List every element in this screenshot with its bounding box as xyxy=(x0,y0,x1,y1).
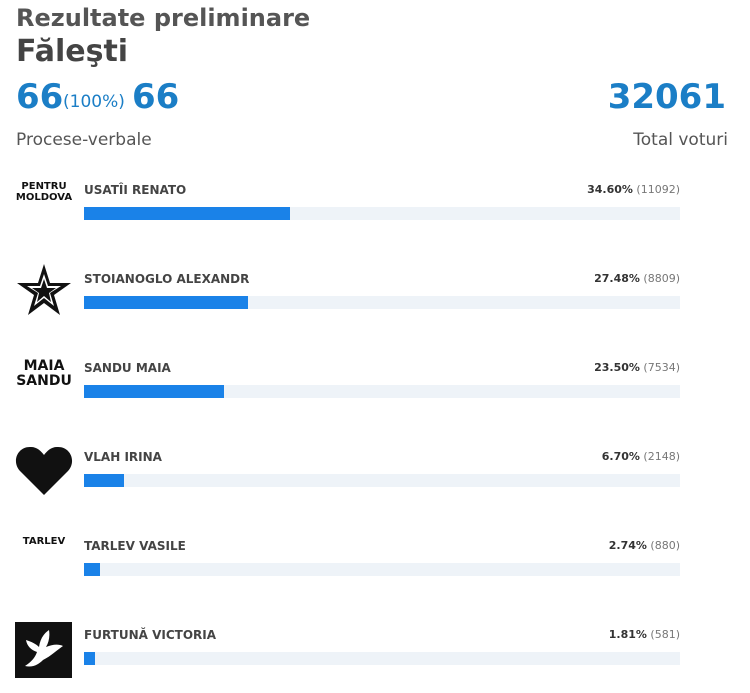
candidate-name: FURTUNĂ VICTORIA xyxy=(84,628,217,642)
votes: (581) xyxy=(650,628,680,641)
region: Făleşti xyxy=(16,34,129,69)
title: Rezultate preliminare xyxy=(16,4,311,32)
bar xyxy=(84,474,124,487)
total-processed: 66 xyxy=(132,77,180,117)
percent: 1.81% xyxy=(608,628,647,641)
logo-text: SANDU xyxy=(16,373,72,390)
candidate-name: STOIANOGLO ALEXANDR xyxy=(84,272,250,286)
candidate-name: SANDU MAIA xyxy=(84,361,171,375)
bar xyxy=(84,563,101,576)
candidate-name: VLAH IRINA xyxy=(84,450,162,464)
votes: (8809) xyxy=(643,272,680,285)
bar-track xyxy=(84,385,680,398)
bar-track xyxy=(84,474,680,487)
bar xyxy=(84,652,95,665)
percent: 23.50% xyxy=(594,361,640,374)
party-logo: TARLEV xyxy=(14,536,74,547)
votes: (11092) xyxy=(636,183,680,196)
logo-text: MAIA xyxy=(23,358,65,374)
bar-track xyxy=(84,652,680,665)
party-logo: MAIA SANDU xyxy=(14,358,74,390)
candidate-name: USATÎI RENATO xyxy=(84,183,187,197)
result: 23.50% (7534) xyxy=(594,361,680,374)
processed: 66 xyxy=(16,77,64,117)
result: 27.48% (8809) xyxy=(594,272,680,285)
votes: (880) xyxy=(650,539,680,552)
party-icon xyxy=(15,622,72,682)
party-icon xyxy=(15,262,73,322)
percent: 2.74% xyxy=(608,539,647,552)
bar-track xyxy=(84,207,680,220)
result: 34.60% (11092) xyxy=(587,183,680,196)
logo-text: MOLDOVA xyxy=(15,192,73,203)
bar-track xyxy=(84,296,680,309)
logo-text: PENTRU xyxy=(21,181,67,192)
processed-pct: (100%) xyxy=(63,92,125,112)
logo-text: TARLEV xyxy=(22,536,66,547)
party-logo: PENTRU MOLDOVA xyxy=(14,181,74,203)
votes: (2148) xyxy=(643,450,680,463)
percent: 6.70% xyxy=(601,450,640,463)
result: 1.81% (581) xyxy=(609,628,680,641)
bar xyxy=(84,385,225,398)
bar-track xyxy=(84,563,680,576)
party-icon xyxy=(15,444,73,500)
total-votes: 32061 xyxy=(607,77,726,117)
bar xyxy=(84,296,248,309)
percent: 27.48% xyxy=(594,272,640,285)
processed-label: Procese-verbale xyxy=(16,130,152,150)
votes: (7534) xyxy=(643,361,680,374)
percent: 34.60% xyxy=(587,183,633,196)
result: 6.70% (2148) xyxy=(602,450,680,463)
bar xyxy=(84,207,291,220)
total-votes-label: Total voturi xyxy=(633,130,728,150)
result: 2.74% (880) xyxy=(609,539,680,552)
candidate-name: TARLEV VASILE xyxy=(84,539,186,553)
